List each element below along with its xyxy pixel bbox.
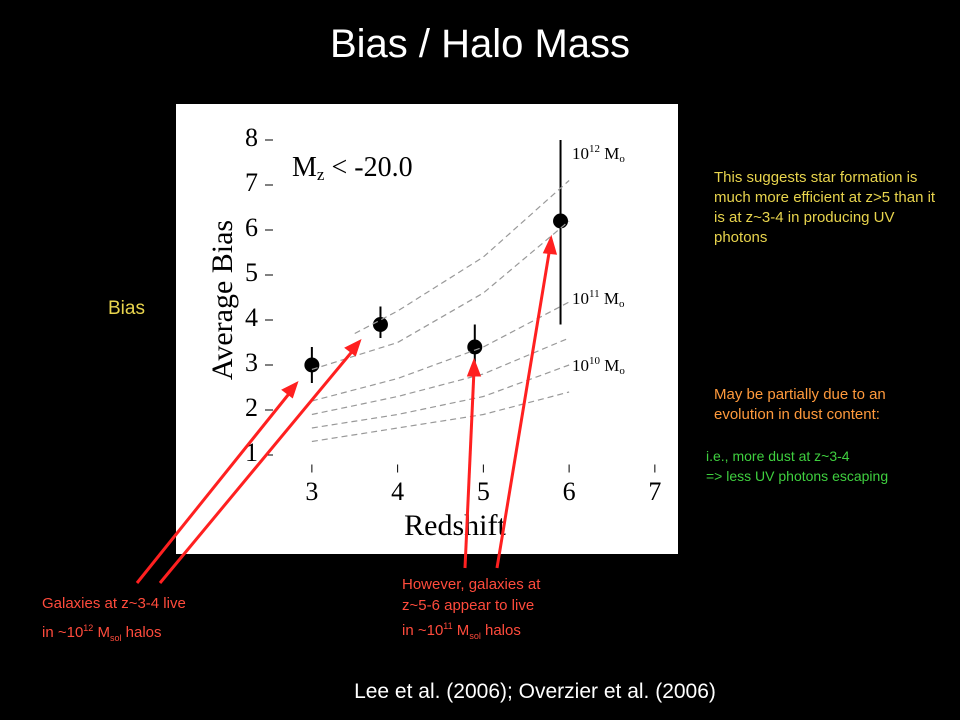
text: o xyxy=(619,298,625,310)
arrows xyxy=(135,234,558,584)
arrow xyxy=(463,369,476,569)
note: May be partially due to an evolution in … xyxy=(714,386,886,423)
text: 11 xyxy=(589,288,600,300)
data-point xyxy=(467,339,483,355)
arrow xyxy=(158,347,357,584)
text: < -20.0 xyxy=(324,152,412,183)
caption: However, galaxies at z~5-6 appear to liv… xyxy=(402,574,540,647)
annotation: Mz < -20.0 xyxy=(292,152,413,183)
model-curve xyxy=(311,364,570,429)
text: M xyxy=(600,356,619,375)
curve-label: 1011 Mo xyxy=(572,288,625,310)
y-tick-label: 7 xyxy=(245,168,258,197)
text: halos xyxy=(480,622,521,639)
x-tick-label: 5 xyxy=(477,477,490,506)
model-curve xyxy=(311,337,570,416)
text: z xyxy=(317,165,325,184)
text: 11 xyxy=(443,621,453,631)
side-label: Bias xyxy=(108,298,145,319)
x-tick-label: 4 xyxy=(391,477,404,506)
arrowhead xyxy=(542,234,558,255)
caption-line: in ~1012 Msol halos xyxy=(42,616,186,650)
data-point xyxy=(553,213,569,229)
x-tick-label: 3 xyxy=(305,477,318,506)
caption: Galaxies at z~3-4 live in ~1012 Msol hal… xyxy=(42,592,186,650)
footer: Lee et al. (2006); Overzier et al. (2006… xyxy=(354,680,716,703)
data-point xyxy=(372,317,388,332)
curve-label: 1010 Mo xyxy=(572,355,625,377)
note-line: => less UV photons escaping xyxy=(706,468,889,484)
arrow xyxy=(135,389,294,584)
arrowhead xyxy=(344,339,362,357)
text: M xyxy=(452,622,470,639)
text: M xyxy=(292,152,317,183)
caption-line: z~5-6 appear to live xyxy=(402,597,535,614)
text: sol xyxy=(469,631,481,641)
caption-line: However, galaxies at xyxy=(402,576,541,593)
y-tick-label: 3 xyxy=(245,348,258,377)
model-curve xyxy=(311,220,570,371)
slide-title: Bias / Halo Mass xyxy=(329,22,631,66)
data-point xyxy=(304,357,320,373)
note: This suggests star formation is much mor… xyxy=(714,169,936,246)
text: M xyxy=(93,624,110,641)
y-tick-label: 8 xyxy=(245,123,258,152)
arrowhead xyxy=(466,357,482,377)
curve-label: 1012 Mo xyxy=(572,143,625,165)
arrow xyxy=(495,246,552,569)
x-tick-label: 6 xyxy=(563,477,576,506)
text: in ~10 xyxy=(42,624,84,641)
y-tick-label: 5 xyxy=(245,258,258,287)
y-tick-label: 4 xyxy=(245,303,258,332)
x-tick-label: 7 xyxy=(648,477,661,506)
text: o xyxy=(619,153,625,165)
text: 10 xyxy=(572,289,589,308)
model-curve xyxy=(311,301,570,402)
text: halos xyxy=(121,624,162,641)
text: 12 xyxy=(83,623,94,633)
y-axis-label: Average Bias xyxy=(206,220,239,380)
y-tick-label: 6 xyxy=(245,213,258,242)
text: M xyxy=(600,289,619,308)
text: o xyxy=(619,365,625,377)
note-line: i.e., more dust at z~3-4 xyxy=(706,448,850,464)
x-axis-label: Redshift xyxy=(404,509,506,542)
text: 12 xyxy=(589,143,600,155)
caption-line: Galaxies at z~3-4 live xyxy=(42,595,186,612)
text: 10 xyxy=(572,144,589,163)
arrowhead xyxy=(281,381,299,399)
text: M xyxy=(600,144,619,163)
chart-background xyxy=(176,104,678,554)
model-curve xyxy=(354,180,570,335)
text: in ~10 xyxy=(402,622,444,639)
text: 10 xyxy=(589,355,601,367)
model-curve xyxy=(311,391,570,443)
text: sol xyxy=(109,633,122,643)
note: i.e., more dust at z~3-4 => less UV phot… xyxy=(706,446,888,486)
y-tick-label: 2 xyxy=(245,393,258,422)
text: 10 xyxy=(572,356,589,375)
caption-line: in ~1011 Msol halos xyxy=(402,616,540,647)
